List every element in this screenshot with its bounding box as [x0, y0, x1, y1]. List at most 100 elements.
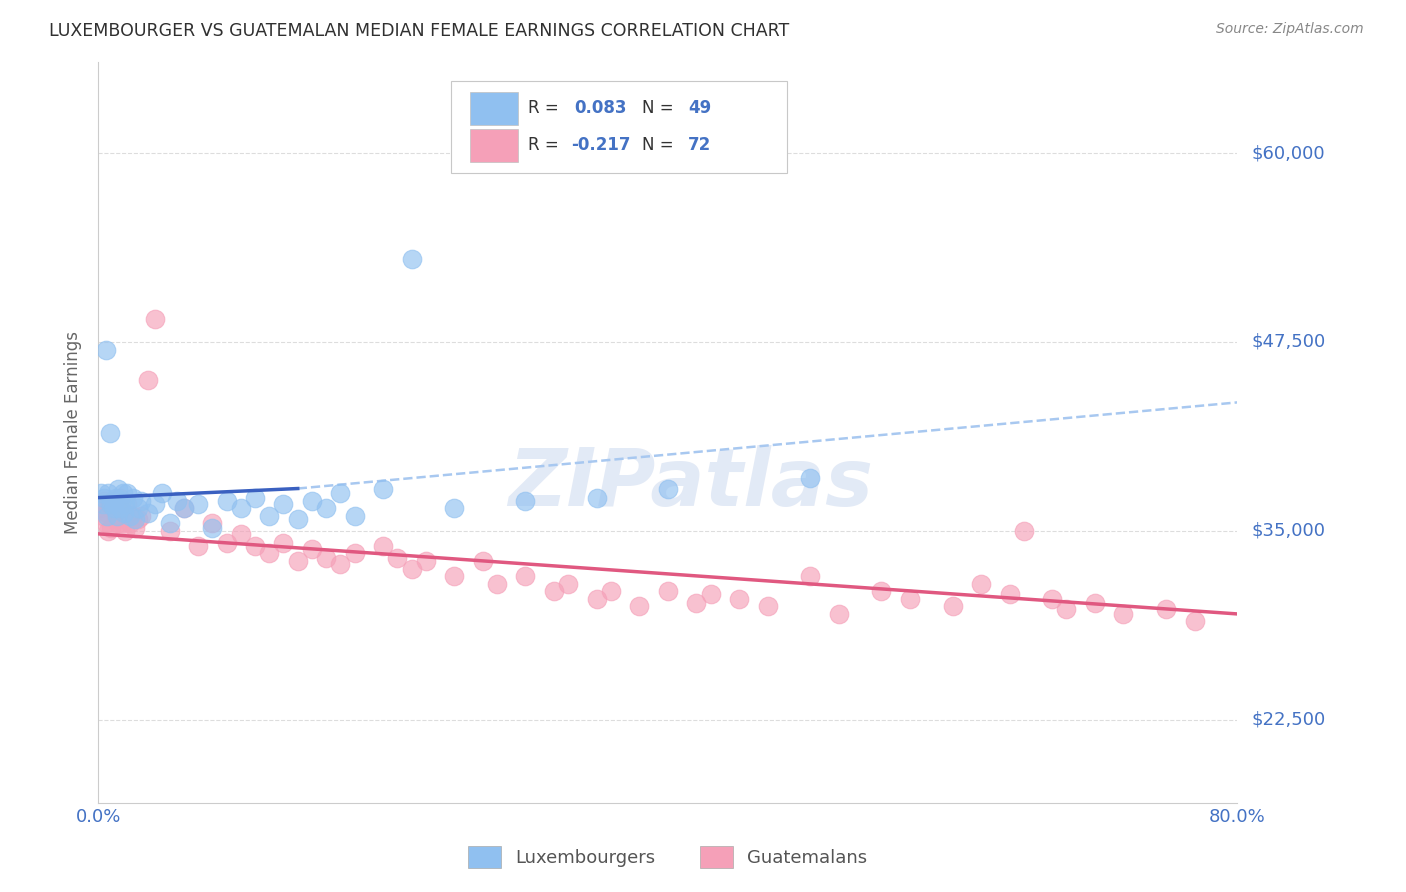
Point	[124, 521, 146, 535]
Point	[129, 493, 152, 508]
Point	[104, 512, 127, 526]
Point	[1012, 524, 1035, 538]
Point	[96, 506, 118, 520]
Point	[127, 512, 149, 526]
Text: LUXEMBOURGER VS GUATEMALAN MEDIAN FEMALE EARNINGS CORRELATION CHART: LUXEMBOURGER VS GUATEMALAN MEDIAN FEMALE…	[49, 22, 789, 40]
Point	[685, 596, 707, 610]
Point	[187, 539, 209, 553]
Point	[799, 471, 821, 485]
Point	[515, 569, 537, 583]
FancyBboxPatch shape	[451, 81, 787, 173]
Point	[105, 506, 128, 520]
Point	[90, 501, 112, 516]
Point	[100, 521, 122, 535]
Point	[111, 486, 134, 500]
Point	[104, 491, 127, 505]
Point	[173, 501, 195, 516]
Point	[91, 508, 114, 523]
Point	[112, 506, 135, 520]
Point	[287, 512, 309, 526]
Text: 0.083: 0.083	[575, 99, 627, 118]
Point	[401, 561, 423, 575]
Text: $60,000: $60,000	[1251, 145, 1324, 162]
Point	[97, 486, 120, 500]
Point	[152, 486, 174, 500]
Point	[108, 501, 131, 516]
Point	[98, 425, 121, 440]
Point	[443, 569, 465, 583]
Point	[96, 508, 118, 523]
Point	[970, 576, 993, 591]
Point	[159, 524, 181, 538]
Point	[259, 547, 281, 561]
Legend: Luxembourgers, Guatemalans: Luxembourgers, Guatemalans	[461, 838, 875, 875]
Point	[114, 497, 136, 511]
Point	[343, 547, 366, 561]
Point	[287, 554, 309, 568]
Text: N =: N =	[641, 99, 679, 118]
Point	[91, 497, 114, 511]
Point	[942, 599, 965, 614]
Text: ZIPatlas: ZIPatlas	[508, 445, 873, 524]
Point	[1056, 602, 1078, 616]
Point	[543, 584, 565, 599]
Point	[898, 591, 921, 606]
Point	[728, 591, 751, 606]
Point	[1084, 596, 1107, 610]
Point	[329, 486, 352, 500]
Point	[93, 491, 115, 505]
Point	[166, 493, 188, 508]
Point	[415, 554, 437, 568]
Point	[94, 343, 117, 357]
Point	[103, 501, 125, 516]
Point	[121, 508, 143, 523]
Point	[124, 512, 146, 526]
Point	[401, 252, 423, 266]
FancyBboxPatch shape	[470, 92, 517, 125]
Point	[129, 508, 152, 523]
Text: Source: ZipAtlas.com: Source: ZipAtlas.com	[1216, 22, 1364, 37]
Text: $47,500: $47,500	[1251, 333, 1326, 351]
Point	[301, 493, 323, 508]
Text: R =: R =	[527, 136, 564, 154]
Point	[828, 607, 851, 621]
Point	[100, 497, 122, 511]
Point	[112, 506, 135, 520]
Point	[215, 493, 238, 508]
Point	[657, 482, 679, 496]
Point	[998, 587, 1021, 601]
Point	[259, 508, 281, 523]
Point	[273, 536, 295, 550]
Point	[1154, 602, 1177, 616]
Point	[115, 486, 138, 500]
Point	[387, 551, 409, 566]
Point	[1040, 591, 1063, 606]
Point	[98, 497, 121, 511]
Point	[756, 599, 779, 614]
Point	[585, 591, 607, 606]
Point	[699, 587, 721, 601]
Point	[600, 584, 623, 599]
Point	[173, 501, 195, 516]
Point	[343, 508, 366, 523]
Point	[301, 541, 323, 556]
Text: 72: 72	[689, 136, 711, 154]
Point	[315, 551, 337, 566]
Text: 49: 49	[689, 99, 711, 118]
Point	[105, 508, 128, 523]
Text: R =: R =	[527, 99, 564, 118]
Point	[371, 539, 394, 553]
Point	[145, 497, 167, 511]
Point	[229, 526, 252, 541]
Point	[101, 493, 124, 508]
Point	[115, 497, 138, 511]
Point	[315, 501, 337, 516]
Point	[657, 584, 679, 599]
Text: $35,000: $35,000	[1251, 522, 1326, 540]
Y-axis label: Median Female Earnings: Median Female Earnings	[65, 331, 83, 534]
Point	[215, 536, 238, 550]
Point	[628, 599, 651, 614]
Point	[107, 482, 129, 496]
Text: -0.217: -0.217	[571, 136, 630, 154]
Point	[371, 482, 394, 496]
